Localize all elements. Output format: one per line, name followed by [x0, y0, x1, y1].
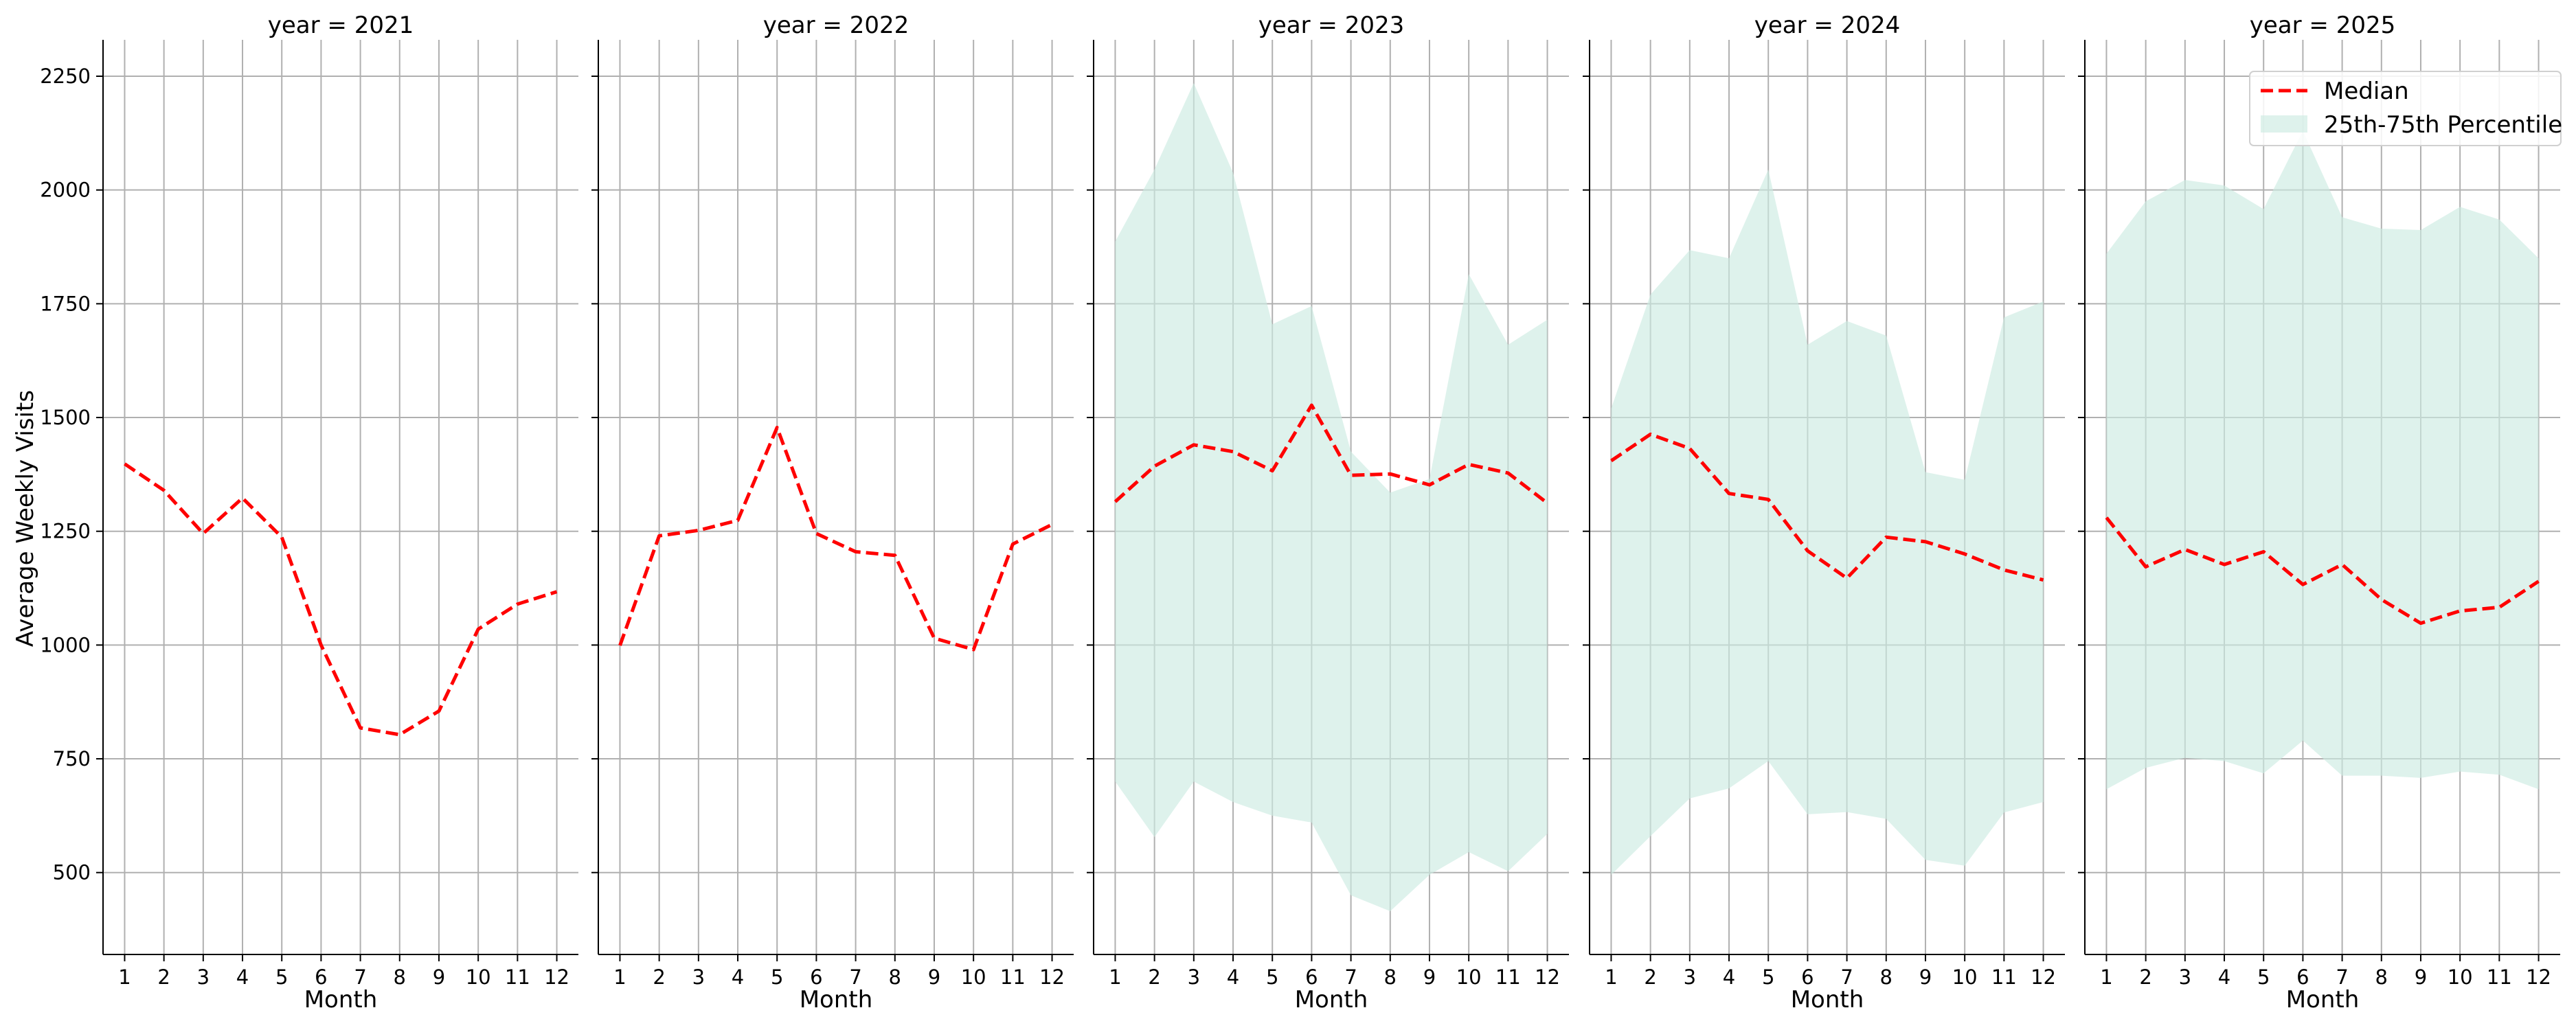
x-tick-label: 1 [613, 965, 626, 989]
y-tick-label: 750 [53, 747, 91, 770]
x-tick-label: 2 [157, 965, 170, 989]
y-tick-label: 1250 [40, 520, 91, 543]
x-tick-label: 11 [505, 965, 530, 989]
x-axis-title: Month [1791, 986, 1864, 1014]
x-tick-label: 3 [2179, 965, 2191, 989]
x-tick-label: 7 [1344, 965, 1357, 989]
x-tick-label: 7 [354, 965, 366, 989]
x-tick-label: 1 [1109, 965, 1121, 989]
x-tick-label: 9 [1423, 965, 1436, 989]
y-tick-label: 1500 [40, 406, 91, 429]
legend-frame [2249, 71, 2562, 146]
x-tick-label: 1 [118, 965, 131, 989]
panel-title: year = 2021 [268, 12, 414, 39]
x-axis-title: Month [2286, 986, 2360, 1014]
x-tick-label: 2 [1644, 965, 1656, 989]
legend-band-swatch [2261, 115, 2307, 133]
x-tick-label: 4 [1227, 965, 1239, 989]
legend-median-label: Median [2324, 78, 2409, 105]
x-tick-label: 2 [2139, 965, 2151, 989]
x-tick-label: 3 [1188, 965, 1200, 989]
x-tick-label: 6 [810, 965, 822, 989]
x-tick-label: 5 [2257, 965, 2270, 989]
x-tick-label: 7 [849, 965, 861, 989]
x-tick-label: 5 [1762, 965, 1774, 989]
x-tick-label: 10 [1456, 965, 1482, 989]
x-tick-label: 2 [1148, 965, 1160, 989]
x-tick-label: 11 [1000, 965, 1026, 989]
y-tick-label: 500 [53, 861, 91, 884]
x-tick-label: 4 [2218, 965, 2230, 989]
y-tick-label: 2250 [40, 65, 91, 88]
x-tick-label: 5 [275, 965, 288, 989]
x-tick-label: 9 [433, 965, 445, 989]
x-axis-title: Month [304, 986, 378, 1014]
x-tick-label: 12 [1039, 965, 1065, 989]
panel-title: year = 2025 [2250, 12, 2395, 39]
y-tick-label: 1000 [40, 633, 91, 656]
x-tick-label: 3 [1684, 965, 1696, 989]
y-axis-title: Average Weekly Visits [12, 390, 39, 647]
legend: Median 25th-75th Percentile [2249, 71, 2562, 146]
x-tick-label: 6 [315, 965, 327, 989]
panel-title: year = 2023 [1258, 12, 1404, 39]
x-tick-label: 2 [653, 965, 665, 989]
x-tick-label: 11 [2487, 965, 2512, 989]
median-line [2105, 516, 2540, 626]
x-tick-label: 5 [771, 965, 783, 989]
median-line [1114, 403, 1549, 505]
x-tick-label: 9 [2415, 965, 2427, 989]
x-tick-label: 8 [2375, 965, 2388, 989]
x-tick-label: 1 [1605, 965, 1617, 989]
y-tick-label: 1750 [40, 292, 91, 315]
median-line [618, 426, 1053, 652]
x-tick-label: 7 [1840, 965, 1853, 989]
x-tick-label: 4 [236, 965, 249, 989]
x-axis-title: Month [800, 986, 873, 1014]
x-tick-label: 11 [1991, 965, 2017, 989]
x-tick-label: 3 [692, 965, 705, 989]
x-tick-label: 6 [1801, 965, 1814, 989]
x-tick-label: 10 [466, 965, 491, 989]
y-tick-label: 2000 [40, 179, 91, 202]
x-tick-label: 12 [1535, 965, 1560, 989]
x-axis-title: Month [1295, 986, 1368, 1014]
x-tick-label: 9 [928, 965, 940, 989]
x-tick-label: 6 [1305, 965, 1318, 989]
x-tick-label: 8 [889, 965, 901, 989]
x-tick-label: 8 [1384, 965, 1397, 989]
panel-title: year = 2024 [1754, 12, 1900, 39]
panel-title: year = 2022 [763, 12, 909, 39]
x-tick-label: 10 [2448, 965, 2473, 989]
x-tick-label: 12 [2031, 965, 2056, 989]
x-tick-label: 9 [1919, 965, 1932, 989]
x-tick-label: 11 [1495, 965, 1521, 989]
x-tick-label: 6 [2296, 965, 2309, 989]
x-tick-label: 4 [732, 965, 744, 989]
median-line [124, 462, 558, 737]
x-tick-label: 1 [2100, 965, 2112, 989]
x-tick-label: 10 [1952, 965, 1978, 989]
x-tick-label: 12 [2526, 965, 2551, 989]
percentile-band [2106, 130, 2539, 790]
x-tick-label: 10 [961, 965, 986, 989]
x-tick-label: 5 [1266, 965, 1278, 989]
x-tick-label: 8 [394, 965, 406, 989]
x-tick-label: 4 [1723, 965, 1735, 989]
x-tick-label: 8 [1880, 965, 1893, 989]
x-tick-label: 7 [2336, 965, 2348, 989]
x-tick-label: 3 [197, 965, 210, 989]
legend-band-label: 25th-75th Percentile [2324, 111, 2562, 139]
percentile-band [1115, 83, 1548, 911]
median-line [1610, 433, 2044, 582]
percentile-band [1611, 169, 2044, 875]
x-tick-label: 12 [544, 965, 569, 989]
panel-1: 1 2 3 4 5 6 7 8 9 10 11 125007501000125015001750200… [40, 12, 578, 1014]
